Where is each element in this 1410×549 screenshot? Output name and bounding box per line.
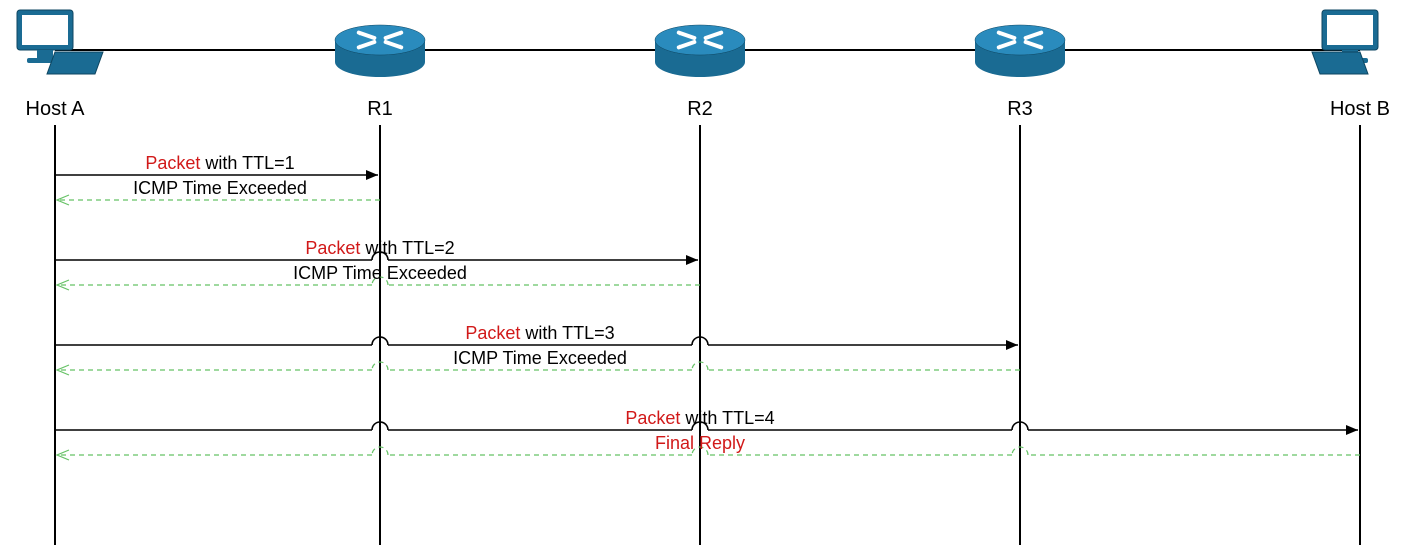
traceroute-sequence-diagram: Host A R1 R2 R3 Host B Packet with TTL=1 ICMP … — [0, 0, 1410, 549]
r1-icon — [335, 25, 425, 77]
r1-label: R1 — [367, 98, 393, 120]
r3-icon — [975, 25, 1065, 77]
r2-icon — [655, 25, 745, 77]
message-1-label: ICMP Time Exceeded — [133, 178, 307, 198]
r3-label: R3 — [1007, 98, 1033, 120]
message-6-label: Packet with TTL=4 — [625, 408, 774, 428]
message-7-label: Final Reply — [655, 433, 745, 453]
message-3-label: ICMP Time Exceeded — [293, 263, 467, 283]
hostA-label: Host A — [26, 98, 86, 120]
hostB-label: Host B — [1330, 98, 1390, 120]
message-0-label: Packet with TTL=1 — [145, 153, 294, 173]
r2-label: R2 — [687, 98, 713, 120]
message-4-label: Packet with TTL=3 — [465, 323, 614, 343]
hostB-icon — [1312, 10, 1378, 74]
message-5-label: ICMP Time Exceeded — [453, 348, 627, 368]
message-2-label: Packet with TTL=2 — [305, 238, 454, 258]
hostA-icon — [17, 10, 103, 74]
